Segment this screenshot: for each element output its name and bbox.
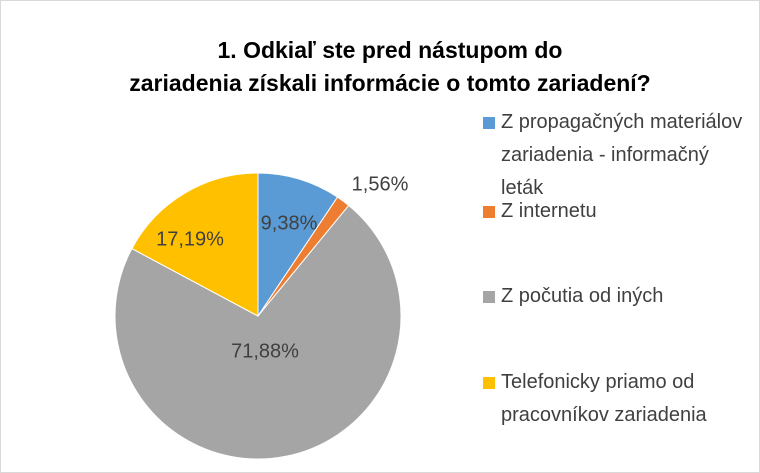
pie-slice [131, 172, 259, 317]
legend-item: Z propagačných materiálov zariadenia - i… [483, 106, 746, 205]
legend-swatch [483, 117, 495, 129]
chart-title: 1. Odkiaľ ste pred nástupom do zariadenia… [129, 37, 650, 96]
legend-item: Z internetu [483, 195, 751, 228]
legend-swatch [483, 206, 495, 218]
legend-item: Z počutia od iných [483, 280, 751, 313]
data-label: 71,88% [231, 340, 299, 362]
legend-swatch [483, 377, 495, 389]
legend-label: Z počutia od iných [501, 285, 664, 307]
pie-slice [257, 172, 339, 318]
data-label: 1,56% [352, 173, 409, 195]
data-label: 9,38% [261, 212, 318, 234]
legend-label: Telefonicky priamo od pracovníkov zariad… [501, 371, 707, 426]
data-label: 17,19% [156, 228, 224, 250]
legend-label: Z internetu [501, 200, 597, 222]
legend-swatch [483, 291, 495, 303]
legend-label: Z propagačných materiálov zariadenia - i… [501, 111, 743, 199]
pie-slice [114, 204, 402, 460]
legend-item: Telefonicky priamo od pracovníkov zariad… [483, 366, 716, 432]
